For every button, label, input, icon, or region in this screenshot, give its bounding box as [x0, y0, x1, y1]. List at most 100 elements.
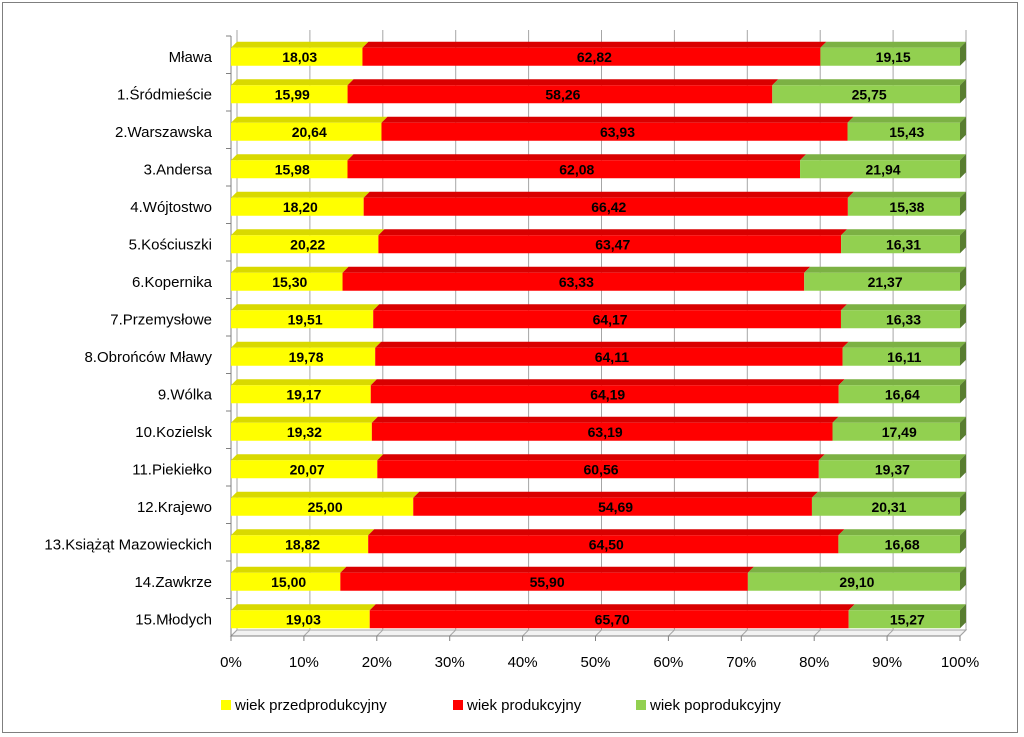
bar-top-face [231, 229, 385, 236]
bar-segment [841, 235, 960, 254]
data-label: 20,22 [290, 236, 325, 252]
bar-top-face [231, 379, 377, 386]
bar-top-face [832, 416, 966, 423]
data-label: 29,10 [839, 574, 874, 590]
data-label: 65,70 [595, 611, 630, 627]
category-label: 13.Książąt Mazowieckich [44, 536, 212, 553]
bar-side-face [960, 191, 966, 216]
category-label: Mława [169, 49, 213, 66]
category-label: 4.Wójtostwo [130, 199, 212, 216]
data-label: 18,20 [283, 199, 318, 215]
category-label: 1.Śródmieście [117, 85, 212, 103]
legend-swatch [453, 700, 463, 710]
bar-segment [231, 610, 370, 629]
bar-top-face [818, 454, 966, 461]
bar-top-face [838, 529, 966, 536]
bar-top-face [231, 191, 370, 198]
bar-top-face [842, 341, 966, 348]
bar-segment [231, 122, 382, 141]
bar-side-face [960, 229, 966, 254]
legend-swatch [221, 700, 231, 710]
bar-side-face [960, 116, 966, 141]
category-label: 5.Kościuszki [129, 236, 212, 253]
bar-top-face [370, 379, 845, 386]
data-label: 25,75 [852, 86, 887, 102]
bar-top-face [231, 529, 375, 536]
bar-side-face [960, 491, 966, 516]
data-label: 19,32 [287, 424, 322, 440]
data-label: 16,33 [886, 311, 921, 327]
bar-top-face [847, 116, 966, 123]
bar-segment [231, 197, 364, 216]
data-label: 63,47 [595, 236, 630, 252]
data-label: 64,11 [595, 349, 629, 365]
bar-top-face [231, 491, 420, 498]
bar-segment [832, 422, 960, 441]
category-label: 3.Andersa [144, 161, 213, 178]
data-label: 63,33 [559, 274, 594, 290]
bar-top-face [838, 379, 966, 386]
gridline-depth [595, 629, 602, 637]
bar-segment [818, 460, 960, 479]
data-label: 15,98 [275, 161, 310, 177]
x-tick-label: 100% [941, 654, 979, 671]
bar-top-face [841, 229, 966, 236]
legend-label: wiek przedprodukcyjny [234, 697, 387, 714]
bar-top-face [368, 529, 845, 536]
bar-segment [231, 85, 348, 104]
bars-layer [231, 41, 966, 629]
bar-segment [368, 535, 839, 554]
x-tick-label: 70% [726, 654, 756, 671]
bar-top-face [820, 41, 966, 48]
bar-top-face [363, 191, 854, 198]
gridline-depth [376, 629, 384, 637]
bar-segment [231, 235, 379, 254]
bar-side-face [960, 154, 966, 179]
bar-top-face [804, 266, 966, 273]
legend-label: wiek poprodukcyjny [649, 697, 781, 714]
bar-top-face [375, 341, 849, 348]
data-label: 15,38 [889, 199, 924, 215]
bar-top-face [847, 191, 966, 198]
data-label: 21,37 [868, 274, 903, 290]
data-label: 25,00 [308, 499, 343, 515]
bar-segment [381, 122, 848, 141]
bar-segment [371, 422, 833, 441]
bar-side-face [960, 529, 966, 554]
category-label: 14.Zawkrze [134, 574, 212, 591]
bar-top-face [231, 416, 378, 423]
data-label: 16,31 [886, 236, 921, 252]
x-tick-label: 50% [580, 654, 610, 671]
bar-segment [340, 572, 748, 591]
gridline-depth [668, 629, 675, 637]
x-tick-label: 0% [220, 654, 242, 671]
bar-top-face [377, 454, 825, 461]
bar-top-face [231, 79, 354, 86]
bar-segment [347, 160, 801, 179]
data-label: 64,17 [593, 311, 628, 327]
x-tick-label: 90% [872, 654, 902, 671]
data-label: 15,99 [275, 86, 310, 102]
data-label: 16,68 [885, 536, 920, 552]
bar-side-face [960, 79, 966, 104]
bar-segment [747, 572, 960, 591]
bar-top-face [371, 416, 839, 423]
bar-top-face [840, 304, 966, 311]
bar-top-face [231, 266, 349, 273]
data-label: 21,94 [866, 161, 901, 177]
bar-segment [840, 310, 960, 329]
bar-segment [772, 85, 960, 104]
bar-segment [804, 272, 960, 291]
data-label: 60,56 [584, 461, 619, 477]
bar-top-face [231, 454, 384, 461]
bar-segment [342, 272, 805, 291]
bar-top-face [369, 604, 855, 611]
bar-segment [848, 610, 960, 629]
category-label: 8.Obrońców Mławy [84, 349, 212, 366]
data-label: 20,64 [292, 124, 327, 140]
bar-top-face [811, 491, 966, 498]
data-label: 63,19 [588, 424, 623, 440]
bar-side-face [960, 41, 966, 66]
bar-top-face [362, 41, 827, 48]
bar-segment [838, 385, 960, 404]
